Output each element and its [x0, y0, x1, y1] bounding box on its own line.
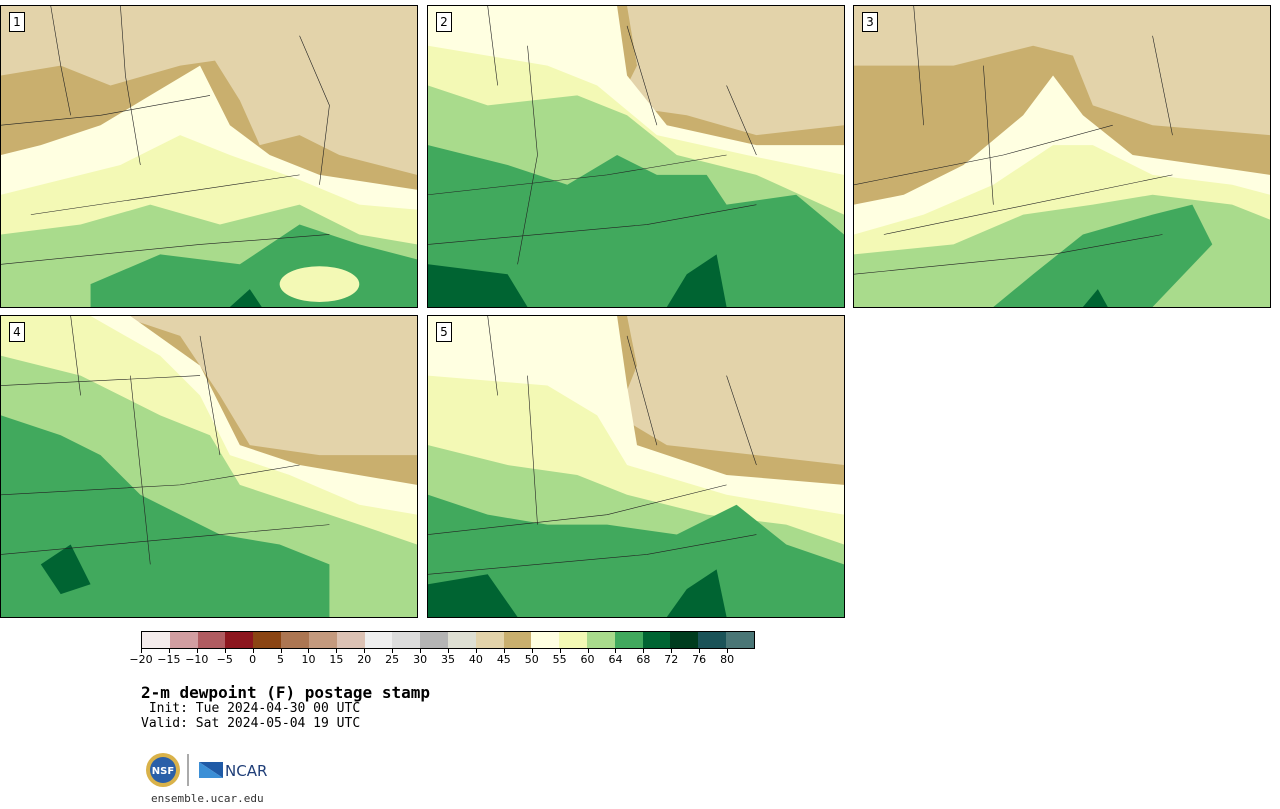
colorbar-tick: [503, 649, 505, 653]
colorbar-tick-label: 72: [664, 653, 679, 666]
colorbar-tick-label: 0: [249, 653, 257, 666]
colorbar-tick: [559, 649, 561, 653]
colorbar-swatch: [670, 632, 699, 648]
colorbar-tick: [308, 649, 310, 653]
colorbar-tick-label: −20: [129, 653, 153, 666]
colorbar-tick: [141, 649, 142, 653]
colorbar-tick-label: 35: [441, 653, 455, 666]
colorbar-swatch: [169, 632, 198, 648]
colorbar-tick-label: 76: [692, 653, 707, 666]
member-panel-4: 4: [0, 315, 418, 618]
colorbar-swatch: [587, 632, 615, 648]
colorbar-swatch: [614, 632, 643, 648]
colorbar-swatch: [503, 632, 532, 648]
colorbar-swatch: [392, 632, 421, 648]
colorbar-tick-label: 80: [720, 653, 735, 666]
colorbar-tick: [224, 649, 226, 653]
init-time: Init: Tue 2024-04-30 00 UTC: [141, 701, 361, 716]
colorbar-tick-label: 30: [413, 653, 428, 666]
colorbar-tick-label: 60: [580, 653, 595, 666]
colorbar-swatch: [726, 632, 754, 648]
colorbar-tick-label: 5: [277, 653, 285, 666]
colorbar-tick: [727, 649, 729, 653]
colorbar-swatch: [281, 632, 309, 648]
colorbar: [141, 631, 755, 649]
site-url: ensemble.ucar.edu: [151, 792, 264, 805]
colorbar-swatch: [698, 632, 727, 648]
dewpoint-map: [1, 6, 417, 307]
colorbar-tick-label: −5: [216, 653, 233, 666]
colorbar-tick: [252, 649, 254, 653]
colorbar-swatch: [253, 632, 282, 648]
member-panel-2: 2: [427, 5, 845, 308]
figure-title: 2-m dewpoint (F) postage stamp: [141, 683, 430, 702]
dewpoint-map: [1, 316, 417, 617]
colorbar-swatch: [364, 632, 393, 648]
logo-ncar-text: NCAR: [225, 762, 267, 780]
colorbar-swatch: [197, 632, 226, 648]
colorbar-tick: [168, 649, 170, 653]
member-panel-1: 1: [0, 5, 418, 308]
colorbar-tick: [448, 649, 449, 653]
colorbar-swatch: [559, 632, 587, 648]
colorbar-tick-label: 40: [468, 653, 483, 666]
colorbar-tick-label: 50: [524, 653, 539, 666]
colorbar-tick-label: 20: [357, 653, 372, 666]
logo-nsf-text: NSF: [152, 766, 174, 777]
colorbar-swatch: [142, 632, 170, 648]
member-panel-5: 5: [427, 315, 845, 618]
panel-number: 5: [436, 322, 452, 342]
colorbar-swatch: [308, 632, 337, 648]
colorbar-tick: [420, 649, 422, 653]
colorbar-tick: [615, 649, 617, 653]
colorbar-swatch: [642, 632, 671, 648]
colorbar-labels: −20 −15 −10 −5 0 5 10 15 20 25 30 35 40 45 50 55 60 64 68 7…: [129, 653, 755, 667]
colorbar-tick: [392, 649, 394, 653]
valid-time: Valid: Sat 2024-05-04 19 UTC: [141, 716, 361, 731]
member-panel-3: 3: [853, 5, 1271, 308]
dewpoint-map: [428, 316, 844, 617]
colorbar-tick-label: −10: [185, 653, 209, 666]
colorbar-swatch: [531, 632, 560, 648]
dewpoint-map: [854, 6, 1270, 307]
dewpoint-map: [428, 6, 844, 307]
colorbar-tick-label: 10: [301, 653, 316, 666]
panel-number: 1: [9, 12, 25, 32]
colorbar-swatch: [336, 632, 365, 648]
colorbar-tick: [364, 649, 366, 653]
colorbar-tick-label: 15: [329, 653, 344, 666]
colorbar-tick: [587, 649, 589, 653]
colorbar-tick: [699, 649, 701, 653]
colorbar-tick: [336, 649, 338, 653]
colorbar-tick-label: 45: [496, 653, 511, 666]
colorbar-tick-label: 68: [636, 653, 651, 666]
colorbar-swatch: [225, 632, 254, 648]
panel-number: 3: [862, 12, 878, 32]
colorbar-swatch: [420, 632, 448, 648]
colorbar-swatch: [447, 632, 476, 648]
colorbar-tick: [280, 649, 282, 653]
colorbar-tick: [643, 649, 645, 653]
colorbar-tick: [196, 649, 198, 653]
nsf-ncar-logo: NSF NCAR: [145, 750, 275, 790]
colorbar-tick-label: 25: [385, 653, 400, 666]
colorbar-swatch: [475, 632, 504, 648]
colorbar-tick: [475, 649, 477, 653]
panel-number: 4: [9, 322, 25, 342]
colorbar-tick-label: −15: [157, 653, 181, 666]
colorbar-tick-label: 55: [552, 653, 567, 666]
colorbar-tick: [531, 649, 533, 653]
colorbar-tick: [671, 649, 673, 653]
panel-number: 2: [436, 12, 452, 32]
colorbar-tick-label: 64: [608, 653, 623, 666]
